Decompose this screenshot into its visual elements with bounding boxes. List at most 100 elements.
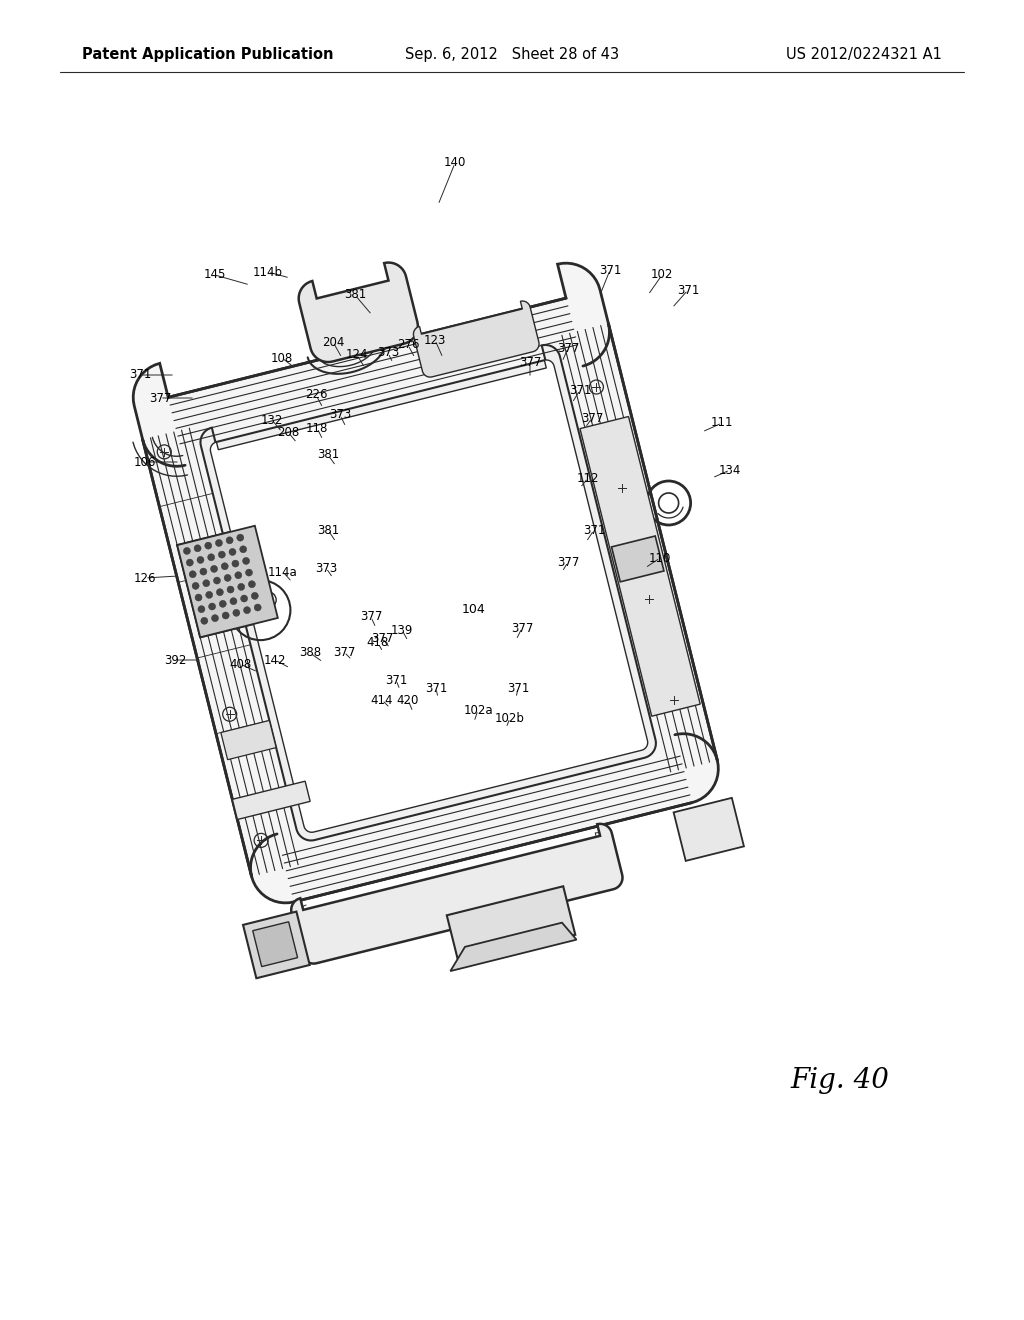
- Circle shape: [229, 548, 236, 556]
- Circle shape: [189, 570, 197, 578]
- Text: 414: 414: [371, 693, 393, 706]
- Circle shape: [215, 540, 222, 546]
- Polygon shape: [451, 923, 577, 972]
- Circle shape: [183, 548, 190, 554]
- Text: 276: 276: [396, 338, 419, 351]
- Text: 142: 142: [264, 653, 287, 667]
- Polygon shape: [674, 797, 743, 861]
- Circle shape: [234, 572, 242, 578]
- Circle shape: [251, 593, 258, 599]
- Text: 371: 371: [677, 284, 699, 297]
- Polygon shape: [291, 824, 623, 964]
- Circle shape: [237, 535, 244, 541]
- Text: 226: 226: [305, 388, 328, 401]
- Text: 377: 377: [519, 355, 542, 368]
- Text: 408: 408: [229, 657, 251, 671]
- Circle shape: [211, 565, 217, 573]
- Circle shape: [230, 598, 237, 605]
- Text: 118: 118: [306, 421, 328, 434]
- Circle shape: [219, 601, 226, 607]
- Circle shape: [209, 603, 216, 610]
- Text: 373: 373: [314, 561, 337, 574]
- Polygon shape: [221, 721, 276, 760]
- Circle shape: [201, 618, 208, 624]
- Polygon shape: [201, 345, 656, 841]
- Text: 418: 418: [367, 636, 389, 649]
- Circle shape: [203, 579, 210, 586]
- Circle shape: [213, 577, 220, 583]
- Text: 371: 371: [568, 384, 591, 396]
- Text: 112: 112: [577, 471, 599, 484]
- Text: 371: 371: [583, 524, 605, 536]
- Circle shape: [241, 595, 248, 602]
- Text: 377: 377: [148, 392, 171, 404]
- Text: 204: 204: [322, 335, 344, 348]
- Text: 377: 377: [371, 631, 393, 644]
- Text: 134: 134: [719, 463, 741, 477]
- Circle shape: [195, 545, 201, 552]
- Text: 420: 420: [397, 693, 419, 706]
- Polygon shape: [446, 886, 575, 964]
- Polygon shape: [133, 263, 718, 903]
- Text: 377: 377: [333, 645, 355, 659]
- Circle shape: [186, 560, 194, 566]
- Text: 377: 377: [557, 342, 580, 355]
- Text: 126: 126: [134, 572, 157, 585]
- Polygon shape: [580, 417, 700, 717]
- Circle shape: [222, 612, 229, 619]
- Text: 139: 139: [391, 623, 414, 636]
- Text: 377: 377: [557, 556, 580, 569]
- Circle shape: [206, 591, 213, 598]
- Circle shape: [221, 562, 228, 570]
- Text: 381: 381: [344, 289, 367, 301]
- Circle shape: [205, 543, 212, 549]
- Circle shape: [200, 568, 207, 576]
- Circle shape: [226, 537, 233, 544]
- Text: 110: 110: [649, 552, 671, 565]
- Text: 371: 371: [129, 368, 152, 381]
- Polygon shape: [210, 360, 648, 833]
- Text: 114b: 114b: [253, 265, 283, 279]
- Circle shape: [240, 545, 247, 553]
- Text: 371: 371: [599, 264, 622, 276]
- Text: 377: 377: [359, 610, 382, 623]
- Polygon shape: [253, 921, 298, 966]
- Circle shape: [224, 574, 231, 581]
- Text: US 2012/0224321 A1: US 2012/0224321 A1: [786, 48, 942, 62]
- Text: 102b: 102b: [495, 711, 525, 725]
- Circle shape: [216, 589, 223, 595]
- Circle shape: [246, 569, 253, 576]
- Text: 145: 145: [204, 268, 226, 281]
- Text: 373: 373: [329, 408, 351, 421]
- Text: 377: 377: [581, 412, 603, 425]
- Text: 371: 371: [507, 681, 529, 694]
- Circle shape: [197, 557, 204, 564]
- Text: 381: 381: [316, 524, 339, 536]
- Text: 140: 140: [443, 157, 466, 169]
- Text: 102a: 102a: [463, 704, 493, 717]
- Text: 124: 124: [346, 348, 369, 362]
- Circle shape: [198, 606, 205, 612]
- Text: 388: 388: [299, 647, 322, 660]
- Text: 371: 371: [385, 673, 408, 686]
- Circle shape: [243, 557, 250, 565]
- Circle shape: [208, 554, 215, 561]
- Polygon shape: [414, 301, 539, 378]
- Text: Patent Application Publication: Patent Application Publication: [82, 48, 334, 62]
- Circle shape: [249, 581, 255, 587]
- Text: 123: 123: [424, 334, 446, 346]
- Polygon shape: [177, 525, 278, 638]
- Text: 377: 377: [511, 622, 534, 635]
- Text: 108: 108: [271, 351, 293, 364]
- Text: 104: 104: [462, 603, 485, 616]
- Text: 111: 111: [711, 417, 733, 429]
- Text: 114a: 114a: [268, 565, 298, 578]
- Text: Fig. 40: Fig. 40: [790, 1067, 889, 1093]
- Polygon shape: [611, 536, 664, 582]
- Text: 102: 102: [651, 268, 673, 281]
- Text: 106: 106: [134, 455, 157, 469]
- Circle shape: [238, 583, 245, 590]
- Polygon shape: [243, 912, 309, 978]
- Circle shape: [212, 615, 218, 622]
- Circle shape: [195, 594, 202, 601]
